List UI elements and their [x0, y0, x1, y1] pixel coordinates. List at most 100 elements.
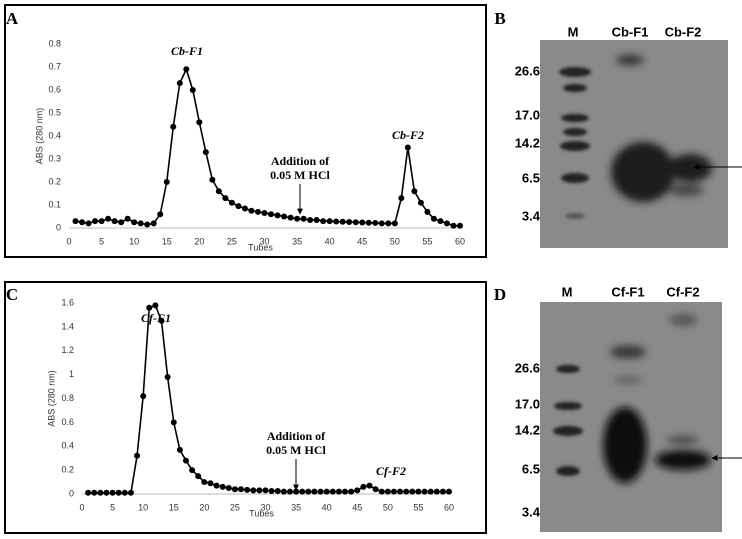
data-point	[244, 486, 251, 493]
y-tick-label: 0.7	[48, 61, 61, 71]
y-axis-label: ABS (280 nm)	[34, 108, 44, 165]
data-point	[397, 488, 404, 495]
data-point	[427, 488, 434, 495]
data-point	[378, 220, 385, 227]
data-point	[176, 446, 183, 453]
data-point	[97, 489, 104, 496]
x-tick-label: 0	[79, 502, 84, 512]
panel-label: C	[6, 285, 18, 304]
y-tick-label: 0.1	[48, 199, 61, 209]
data-point	[219, 483, 226, 490]
data-point	[262, 487, 269, 494]
y-tick-label: 0	[56, 222, 61, 232]
data-point	[134, 452, 141, 459]
data-point	[248, 207, 255, 214]
lane-label: Cf-F2	[666, 284, 699, 299]
data-point	[433, 488, 440, 495]
marker-label: 17.0	[515, 396, 540, 411]
data-point	[85, 220, 92, 227]
lane-label: Cf-F1	[611, 284, 644, 299]
x-tick-label: 10	[129, 236, 139, 246]
y-tick-label: 0.3	[48, 153, 61, 163]
panel-frame	[4, 281, 487, 534]
data-point	[103, 489, 110, 496]
y-tick-label: 0.8	[61, 393, 74, 403]
data-point	[415, 488, 422, 495]
data-point	[390, 488, 397, 495]
data-point	[98, 218, 105, 225]
y-tick-label: 0.2	[48, 176, 61, 186]
marker-label: 14.2	[515, 135, 540, 150]
data-point	[326, 218, 333, 225]
data-point	[307, 216, 314, 223]
y-tick-label: 1.2	[61, 345, 74, 355]
y-tick-label: 0.4	[61, 441, 74, 451]
data-point	[320, 218, 327, 225]
data-point	[299, 488, 306, 495]
data-point	[121, 489, 128, 496]
data-point	[157, 211, 164, 218]
data-point	[274, 488, 281, 495]
x-tick-label: 45	[357, 236, 367, 246]
data-point	[329, 488, 336, 495]
x-tick-label: 50	[383, 502, 393, 512]
x-tick-label: 40	[322, 502, 332, 512]
data-line	[75, 67, 460, 227]
data-point	[417, 199, 424, 206]
data-point	[170, 123, 177, 130]
annotation: Cb-F2	[392, 128, 424, 142]
x-tick-label: 55	[413, 502, 423, 512]
data-point	[352, 219, 359, 226]
panel-label: B	[494, 9, 505, 28]
data-point	[339, 218, 346, 225]
panel-frame	[4, 4, 487, 258]
y-tick-label: 0.4	[48, 130, 61, 140]
data-point	[140, 393, 147, 400]
data-point	[378, 488, 385, 495]
annotation: Cf-F2	[376, 464, 406, 478]
data-point	[268, 211, 275, 218]
data-point	[300, 215, 307, 222]
data-point	[437, 218, 444, 225]
data-point	[287, 214, 294, 221]
data-point	[457, 222, 463, 229]
data-point	[238, 486, 245, 493]
x-tick-label: 5	[110, 502, 115, 512]
y-tick-label: 1.4	[61, 321, 74, 331]
data-point	[398, 195, 405, 202]
data-point	[293, 488, 300, 495]
data-point	[323, 488, 330, 495]
data-point	[409, 488, 416, 495]
data-point	[254, 208, 261, 215]
data-point	[72, 218, 79, 225]
x-tick-label: 55	[422, 236, 432, 246]
data-point	[235, 203, 242, 210]
data-point	[280, 488, 287, 495]
data-point	[144, 221, 151, 228]
data-point	[182, 457, 189, 464]
y-tick-label: 0.6	[61, 417, 74, 427]
annotation: Addition of	[267, 429, 326, 443]
x-tick-label: 20	[194, 236, 204, 246]
data-point	[391, 220, 398, 227]
data-point	[91, 489, 98, 496]
data-point	[354, 487, 361, 494]
x-tick-label: 25	[230, 502, 240, 512]
data-point	[146, 304, 153, 311]
data-point	[346, 219, 353, 226]
data-point	[274, 212, 281, 219]
y-tick-label: 1	[69, 369, 74, 379]
data-point	[411, 188, 418, 195]
data-point	[313, 216, 320, 223]
data-point	[225, 485, 232, 492]
data-point	[105, 215, 112, 222]
x-tick-label: 15	[162, 236, 172, 246]
y-tick-label: 1.6	[61, 297, 74, 307]
data-point	[137, 220, 144, 227]
data-point	[215, 188, 222, 195]
data-point	[424, 208, 431, 215]
data-point	[158, 317, 165, 324]
data-point	[92, 218, 99, 225]
data-point	[372, 486, 379, 493]
